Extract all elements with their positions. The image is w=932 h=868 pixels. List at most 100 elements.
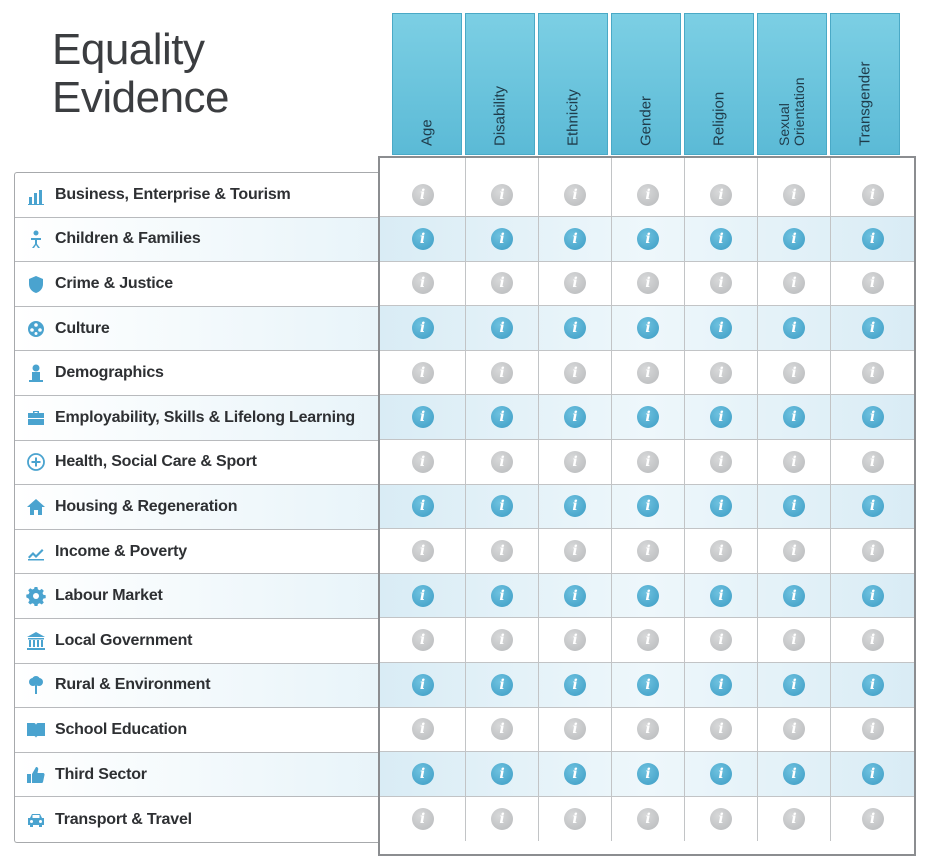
topic-label[interactable]: Employability, Skills & Lifelong Learnin…: [55, 408, 355, 426]
info-icon[interactable]: i: [710, 718, 732, 741]
info-icon[interactable]: i: [710, 450, 732, 473]
info-icon[interactable]: i: [710, 673, 732, 696]
info-icon[interactable]: i: [564, 184, 586, 206]
info-icon[interactable]: i: [637, 450, 659, 473]
info-icon[interactable]: i: [637, 184, 659, 206]
topic-row[interactable]: Children & Families: [15, 217, 380, 263]
info-icon[interactable]: i: [861, 361, 884, 384]
info-icon[interactable]: i: [783, 718, 805, 741]
info-icon[interactable]: i: [861, 584, 884, 607]
topic-label[interactable]: Culture: [55, 319, 110, 337]
topic-row[interactable]: Crime & Justice: [15, 262, 380, 307]
info-icon[interactable]: i: [710, 184, 732, 206]
info-icon[interactable]: i: [491, 718, 513, 741]
info-icon[interactable]: i: [564, 762, 586, 785]
info-icon[interactable]: i: [710, 316, 732, 339]
info-icon[interactable]: i: [491, 227, 513, 250]
topic-row[interactable]: Third Sector: [15, 752, 380, 798]
info-icon[interactable]: i: [564, 673, 586, 696]
info-icon[interactable]: i: [411, 718, 434, 741]
info-icon[interactable]: i: [491, 316, 513, 339]
topic-label[interactable]: Housing & Regeneration: [55, 497, 238, 515]
info-icon[interactable]: i: [861, 718, 884, 741]
info-icon[interactable]: i: [710, 361, 732, 384]
info-icon[interactable]: i: [411, 539, 434, 562]
info-icon[interactable]: i: [491, 584, 513, 607]
info-icon[interactable]: i: [411, 184, 434, 206]
info-icon[interactable]: i: [411, 361, 434, 384]
info-icon[interactable]: i: [637, 406, 659, 429]
info-icon[interactable]: i: [783, 629, 805, 652]
info-icon[interactable]: i: [783, 495, 805, 518]
topic-label[interactable]: School Education: [55, 720, 187, 738]
info-icon[interactable]: i: [564, 539, 586, 562]
info-icon[interactable]: i: [783, 184, 805, 206]
info-icon[interactable]: i: [783, 539, 805, 562]
info-icon[interactable]: i: [411, 495, 434, 518]
topic-label[interactable]: Crime & Justice: [55, 274, 173, 292]
info-icon[interactable]: i: [637, 673, 659, 696]
info-icon[interactable]: i: [411, 272, 434, 295]
info-icon[interactable]: i: [710, 808, 732, 831]
info-icon[interactable]: i: [637, 808, 659, 831]
info-icon[interactable]: i: [710, 272, 732, 295]
topic-row[interactable]: Transport & Travel: [15, 797, 380, 842]
info-icon[interactable]: i: [710, 539, 732, 562]
info-icon[interactable]: i: [637, 584, 659, 607]
info-icon[interactable]: i: [783, 584, 805, 607]
topic-row[interactable]: Housing & Regeneration: [15, 485, 380, 530]
info-icon[interactable]: i: [411, 316, 434, 339]
info-icon[interactable]: i: [411, 762, 434, 785]
info-icon[interactable]: i: [637, 539, 659, 562]
info-icon[interactable]: i: [491, 184, 513, 206]
topic-row[interactable]: School Education: [15, 708, 380, 753]
topic-row[interactable]: Local Government: [15, 619, 380, 664]
topic-row[interactable]: Income & Poverty: [15, 530, 380, 575]
info-icon[interactable]: i: [783, 406, 805, 429]
info-icon[interactable]: i: [783, 762, 805, 785]
info-icon[interactable]: i: [491, 539, 513, 562]
info-icon[interactable]: i: [861, 184, 884, 206]
topic-row[interactable]: Rural & Environment: [15, 663, 380, 709]
info-icon[interactable]: i: [783, 316, 805, 339]
topic-label[interactable]: Local Government: [55, 631, 193, 649]
info-icon[interactable]: i: [637, 361, 659, 384]
info-icon[interactable]: i: [637, 272, 659, 295]
info-icon[interactable]: i: [861, 808, 884, 831]
info-icon[interactable]: i: [411, 450, 434, 473]
info-icon[interactable]: i: [710, 584, 732, 607]
info-icon[interactable]: i: [491, 629, 513, 652]
info-icon[interactable]: i: [491, 361, 513, 384]
info-icon[interactable]: i: [710, 406, 732, 429]
info-icon[interactable]: i: [783, 227, 805, 250]
info-icon[interactable]: i: [564, 584, 586, 607]
info-icon[interactable]: i: [861, 227, 884, 250]
topic-row[interactable]: Health, Social Care & Sport: [15, 441, 380, 486]
info-icon[interactable]: i: [861, 629, 884, 652]
info-icon[interactable]: i: [491, 450, 513, 473]
topic-row[interactable]: Labour Market: [15, 574, 380, 619]
info-icon[interactable]: i: [637, 629, 659, 652]
info-icon[interactable]: i: [637, 495, 659, 518]
info-icon[interactable]: i: [411, 227, 434, 250]
info-icon[interactable]: i: [564, 718, 586, 741]
info-icon[interactable]: i: [861, 762, 884, 785]
topic-label[interactable]: Demographics: [55, 364, 164, 382]
topic-row[interactable]: Business, Enterprise & Tourism: [15, 173, 380, 218]
info-icon[interactable]: i: [491, 495, 513, 518]
info-icon[interactable]: i: [637, 316, 659, 339]
info-icon[interactable]: i: [491, 272, 513, 295]
topic-label[interactable]: Third Sector: [55, 765, 147, 783]
topic-label[interactable]: Rural & Environment: [55, 676, 211, 694]
info-icon[interactable]: i: [783, 450, 805, 473]
info-icon[interactable]: i: [861, 450, 884, 473]
info-icon[interactable]: i: [861, 495, 884, 518]
info-icon[interactable]: i: [637, 762, 659, 785]
info-icon[interactable]: i: [564, 629, 586, 652]
info-icon[interactable]: i: [710, 629, 732, 652]
info-icon[interactable]: i: [411, 629, 434, 652]
info-icon[interactable]: i: [411, 584, 434, 607]
info-icon[interactable]: i: [783, 808, 805, 831]
info-icon[interactable]: i: [564, 495, 586, 518]
info-icon[interactable]: i: [861, 539, 884, 562]
